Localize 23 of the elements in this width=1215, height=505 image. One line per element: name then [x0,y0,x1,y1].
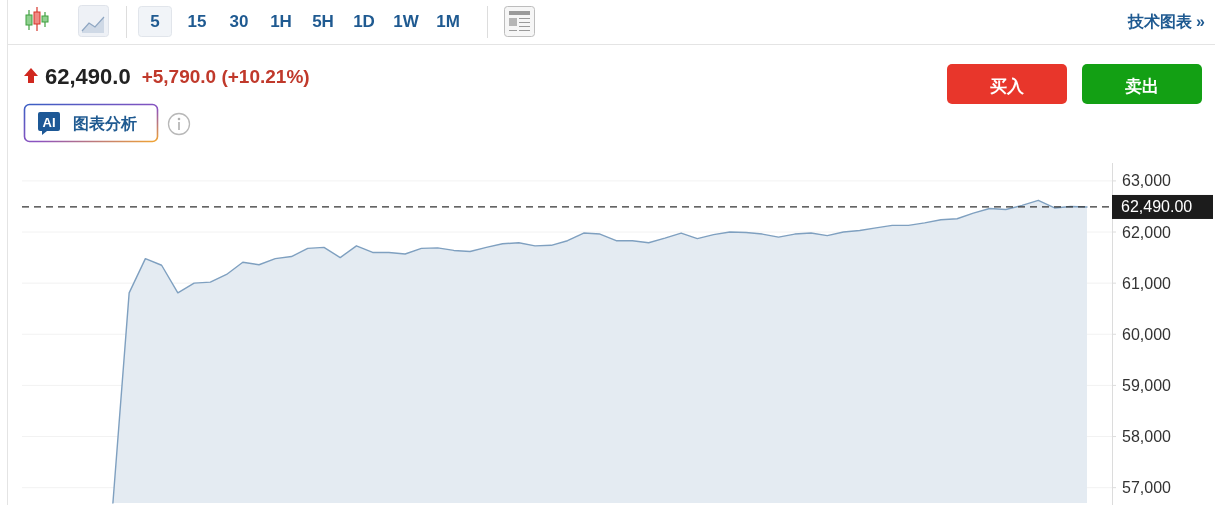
text: 1D [353,11,375,31]
chart-title: 62,490.0 [45,63,131,89]
text: 图表分析 [73,114,137,132]
text: 1M [436,11,460,31]
chart-subtitle: +5,790.0 (+10.21%) [141,65,310,87]
y-tick-label: 60,000 [1122,325,1172,343]
y-tick-label: 61,000 [1122,274,1172,292]
y-tick-label: 58,000 [1122,428,1172,446]
text: 5H [312,11,334,31]
text: AI [42,114,56,130]
text: 技术图表 » [1126,12,1206,30]
y-tick-label: 63,000 [1122,172,1172,190]
text: 15 [187,11,207,31]
text: 1W [393,11,420,31]
text: 1H [270,11,292,31]
y-tick-label: 62,000 [1122,223,1172,241]
ref-line-label: 62,490.00 [1121,198,1193,216]
text: 卖出 [1125,76,1159,96]
y-tick-label: 59,000 [1122,376,1172,394]
text: 买入 [990,76,1025,96]
text: 30 [229,11,249,31]
y-tick-label: 57,000 [1122,479,1172,497]
text: 5 [150,11,160,31]
